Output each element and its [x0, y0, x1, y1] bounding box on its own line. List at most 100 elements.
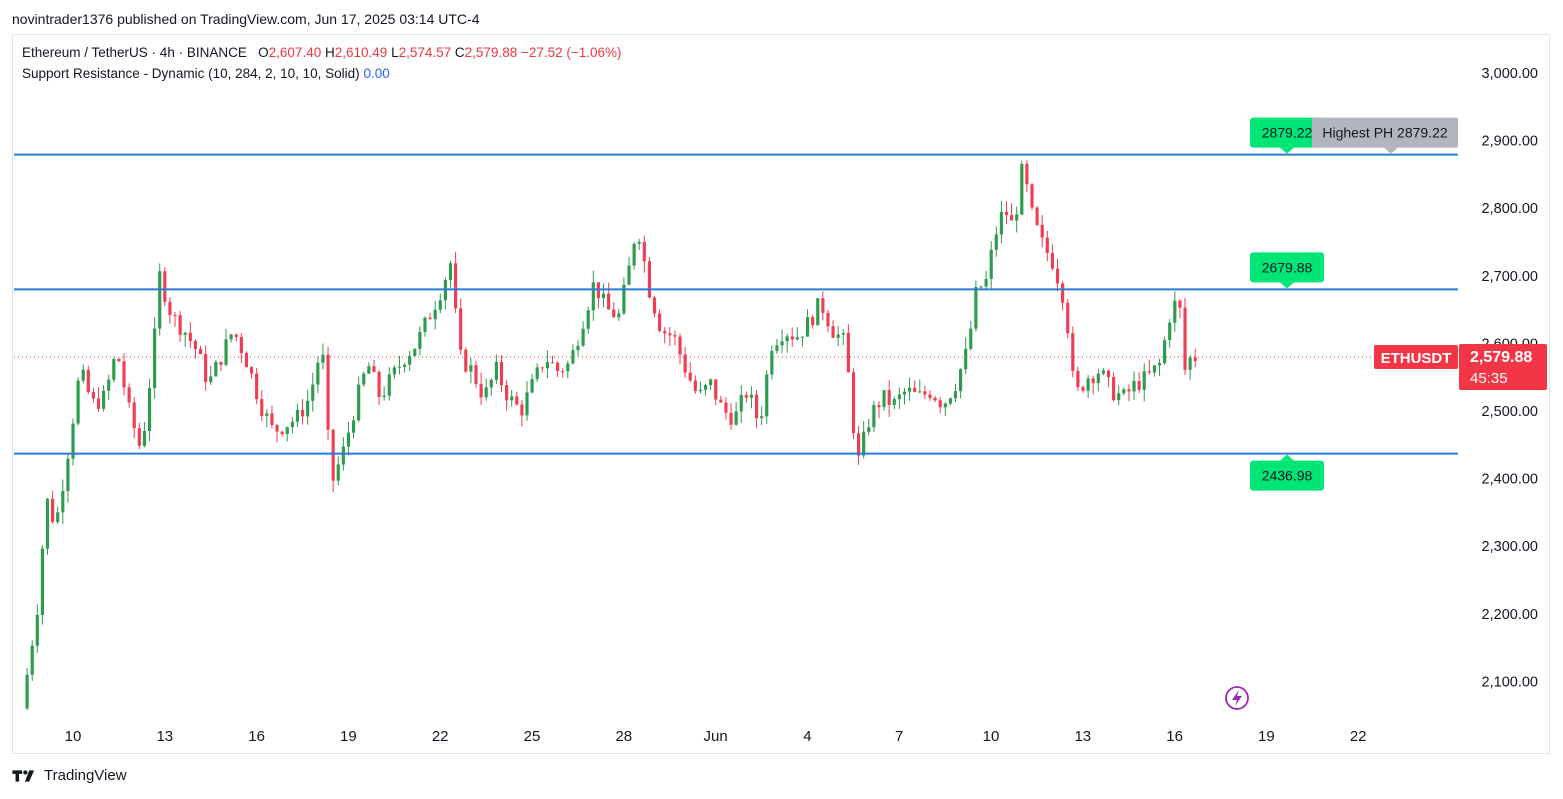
candle-body	[219, 361, 223, 365]
candle-body	[974, 287, 978, 329]
candle-body	[591, 282, 595, 311]
candle-body	[321, 354, 325, 363]
candle-body	[147, 388, 152, 431]
sr-label-pointer	[1280, 454, 1294, 461]
open-label: O	[258, 45, 269, 60]
candle-body	[51, 498, 55, 522]
candle-body	[999, 211, 1003, 235]
candle-body	[392, 367, 396, 375]
candle-body	[1132, 380, 1136, 392]
candle-body	[76, 380, 80, 424]
candle-body	[285, 427, 289, 435]
high-label: H	[324, 45, 335, 60]
candle-body	[658, 313, 662, 331]
x-tick-label: 16	[1166, 728, 1183, 745]
candle-body	[362, 373, 366, 385]
candle-body	[91, 392, 95, 399]
footer-brand[interactable]: TradingView	[12, 767, 127, 784]
x-tick-label: 10	[65, 728, 82, 745]
x-tick-label: 7	[895, 728, 903, 745]
candle-body	[918, 391, 922, 393]
candle-body	[316, 362, 320, 385]
candle-body	[163, 271, 167, 302]
candle-body	[688, 372, 692, 381]
candle-body	[346, 432, 351, 447]
candle-body	[698, 389, 703, 392]
candle-body	[178, 315, 182, 335]
candle-body	[127, 387, 131, 403]
candle-body	[525, 392, 529, 416]
indicator-name[interactable]: Support Resistance - Dynamic (10, 284, 2…	[22, 66, 360, 81]
sr-label-box	[1250, 117, 1324, 148]
candle-body	[765, 374, 769, 417]
candle-body	[1147, 371, 1151, 373]
candle-body	[239, 336, 243, 354]
candle-body	[377, 372, 381, 397]
candle-body	[545, 362, 549, 369]
candle-body	[351, 420, 356, 433]
candle-body	[428, 317, 432, 320]
x-tick-label: 16	[248, 728, 265, 745]
candle-body	[484, 387, 488, 398]
candle-body	[1183, 307, 1187, 370]
candle-body	[561, 371, 565, 373]
candle-body	[851, 372, 856, 434]
candle-body	[1025, 163, 1029, 185]
tradingview-brand-text: TradingView	[44, 767, 127, 784]
symbol-name[interactable]: Ethereum / TetherUS · 4h · BINANCE	[22, 45, 247, 60]
candle-body	[137, 428, 141, 446]
candle-body	[862, 431, 866, 456]
candle-body	[556, 362, 560, 372]
candle-body	[311, 384, 315, 401]
candle-body	[173, 315, 177, 317]
candle-body	[601, 293, 606, 299]
candle-body	[397, 366, 402, 368]
candle-body	[959, 369, 963, 392]
x-tick-label: 22	[1350, 728, 1367, 745]
sr-label-box	[1250, 460, 1324, 491]
indicator-legend: Support Resistance - Dynamic (10, 284, 2…	[22, 66, 390, 81]
symbol-tag-text: ETHUSDT	[1381, 350, 1452, 367]
candle-body	[25, 674, 29, 709]
candle-body	[275, 425, 279, 432]
open-value: 2,607.40	[268, 45, 322, 60]
candle-body	[494, 361, 498, 380]
candle-body	[423, 317, 427, 332]
candle-body	[520, 404, 524, 416]
candle-body	[1101, 370, 1105, 374]
sr-label-text: 2436.98	[1262, 468, 1313, 484]
candle-body	[469, 365, 473, 372]
candle-body	[1071, 333, 1075, 372]
high-value: 2,610.49	[334, 45, 388, 60]
candle-body	[902, 391, 907, 395]
candle-body	[535, 367, 539, 380]
low-value: 2,574.57	[398, 45, 452, 60]
highest-ph-label: Highest PH 2879.22	[1322, 125, 1448, 141]
candle-body	[1035, 207, 1039, 225]
candle-body	[581, 328, 585, 346]
candle-body	[673, 335, 677, 337]
symbol-tag-box	[1374, 345, 1458, 370]
candle-body	[117, 359, 121, 362]
candle-body	[265, 413, 269, 416]
sr-label-pointer	[1280, 147, 1294, 154]
price-chart[interactable]: 3,000.002,900.002,800.002,700.002,600.00…	[0, 0, 1563, 760]
candle-body	[306, 400, 310, 417]
candle-body	[1081, 387, 1085, 391]
candle-body	[341, 446, 345, 465]
candle-body	[938, 400, 942, 408]
candle-body	[678, 336, 682, 355]
candle-body	[1015, 214, 1019, 221]
candle-body	[1112, 377, 1116, 401]
candle-body	[775, 345, 779, 351]
chart-frame[interactable]	[12, 34, 1550, 754]
candle-body	[816, 298, 820, 326]
candle-body	[107, 379, 111, 391]
x-tick-label: 19	[1258, 728, 1275, 745]
y-tick-label: 2,400.00	[1482, 472, 1538, 488]
candle-body	[224, 339, 228, 365]
y-tick-label: 2,500.00	[1482, 404, 1538, 420]
candle-body	[1127, 389, 1131, 392]
candle-body	[1096, 373, 1100, 384]
candle-body	[749, 394, 754, 398]
